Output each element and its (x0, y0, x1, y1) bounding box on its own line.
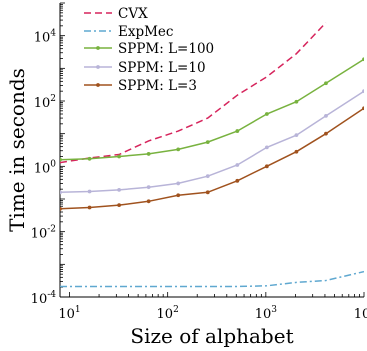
series-point-4 (205, 190, 210, 195)
legend-marker-2 (96, 46, 100, 50)
legend-label-0: CVX (118, 6, 148, 22)
series-point-2 (87, 156, 92, 161)
series-point-4 (294, 149, 299, 154)
series-point-2 (235, 129, 240, 133)
series-point-3 (324, 113, 328, 118)
y-axis-label: Time in seconds (5, 68, 29, 232)
series-point-4 (324, 131, 328, 136)
series-point-3 (60, 190, 62, 195)
series-point-2 (176, 147, 181, 152)
series-point-3 (294, 133, 299, 138)
series-line-4 (60, 107, 364, 210)
series-point-2 (117, 154, 121, 159)
x-tick-label: 10 (354, 307, 367, 322)
series-point-4 (117, 203, 121, 208)
series-point-3 (205, 174, 210, 179)
series-point-3 (362, 89, 364, 94)
series-point-4 (60, 206, 62, 211)
y-tick-label: 102 (34, 94, 56, 111)
series-point-2 (60, 157, 62, 162)
series-point-3 (264, 145, 269, 150)
series-point-2 (264, 112, 269, 116)
legend-label-4: SPPM: L=3 (118, 78, 197, 94)
y-tick-label: 10-4 (31, 290, 57, 307)
series-line-2 (60, 58, 364, 161)
series-point-3 (87, 189, 92, 194)
series-point-2 (205, 140, 210, 145)
axes (59, 2, 365, 298)
legend-label-2: SPPM: L=100 (118, 41, 214, 57)
y-tick-label: 104 (34, 29, 57, 46)
series-line-0 (60, 22, 327, 164)
y-tick-label: 10-2 (31, 225, 56, 242)
series-point-4 (176, 193, 181, 198)
legend-marker-4 (96, 83, 100, 87)
x-tick-label: 102 (157, 305, 179, 322)
series-point-2 (362, 57, 364, 62)
x-tick-label: 101 (58, 305, 80, 322)
series-point-4 (235, 178, 240, 183)
series-point-3 (235, 163, 240, 167)
series-point-2 (146, 152, 151, 156)
series-point-4 (362, 106, 364, 111)
series-point-4 (146, 199, 151, 204)
series-line-1 (60, 270, 364, 288)
legend-marker-3 (96, 65, 100, 69)
series-point-2 (294, 99, 299, 104)
series-point-2 (324, 81, 328, 86)
series-layer (60, 22, 364, 288)
series-point-4 (87, 205, 92, 210)
series-point-3 (176, 181, 181, 186)
y-tick-label: 100 (34, 159, 57, 176)
tick-labels: 101 102 103 10 10-4 10-2 100 102 104 (31, 29, 367, 322)
legend-label-1: ExpMec (118, 24, 173, 40)
x-axis-label: Size of alphabet (130, 324, 293, 348)
series-point-3 (146, 185, 151, 190)
series-point-4 (264, 164, 269, 169)
series-line-3 (60, 90, 364, 194)
series-point-3 (117, 187, 121, 192)
x-tick-label: 103 (255, 305, 278, 322)
legend-label-3: SPPM: L=10 (118, 60, 206, 76)
